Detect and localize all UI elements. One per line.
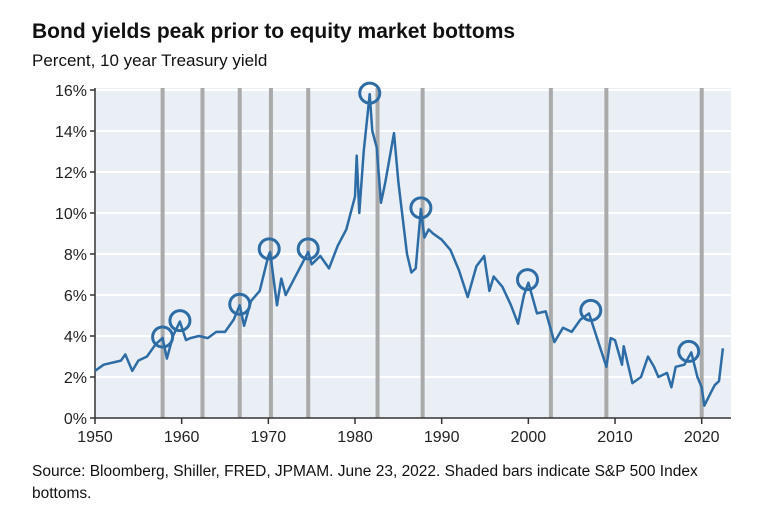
peak-circle <box>677 339 701 363</box>
peak-circle <box>579 298 603 322</box>
x-tick-label: 1960 <box>164 429 200 446</box>
chart-subtitle: Percent, 10 year Treasury yield <box>32 51 268 70</box>
peak-circle <box>228 292 252 316</box>
y-tick-label: 2% <box>64 370 87 387</box>
y-tick-label: 6% <box>64 288 87 305</box>
y-tick-label: 4% <box>64 329 87 346</box>
y-tick-label: 12% <box>55 165 87 182</box>
x-tick-label: 1970 <box>251 429 287 446</box>
y-tick-label: 16% <box>55 83 87 100</box>
peak-circle <box>151 325 175 349</box>
peak-circle <box>358 81 382 105</box>
x-tick-label: 2000 <box>511 429 547 446</box>
y-tick-label: 10% <box>55 206 87 223</box>
x-tick-label: 1980 <box>337 429 373 446</box>
peak-circle <box>257 237 281 261</box>
source-note: Source: Bloomberg, Shiller, FRED, JPMAM.… <box>32 463 698 502</box>
chart-title: Bond yields peak prior to equity market … <box>32 20 516 43</box>
yield-line <box>94 92 725 407</box>
x-tick-label: 1950 <box>77 429 113 446</box>
x-tick-label: 1990 <box>424 429 460 446</box>
y-tick-label: 14% <box>55 124 87 141</box>
peak-circle <box>515 268 539 292</box>
y-tick-label: 0% <box>64 411 87 428</box>
y-tick-label: 8% <box>64 247 87 264</box>
x-tick-label: 2020 <box>684 429 720 446</box>
peak-circle <box>296 237 320 261</box>
peak-circle <box>409 196 433 220</box>
peak-circle <box>168 309 192 333</box>
x-tick-label: 2010 <box>597 429 633 446</box>
